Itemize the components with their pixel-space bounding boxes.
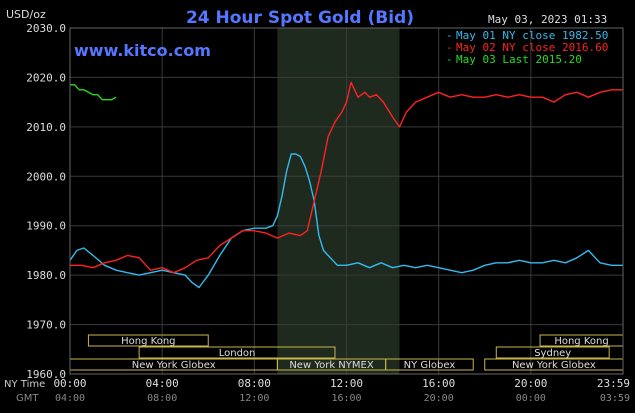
- legend-marker-may03: -: [446, 53, 453, 66]
- session-label: Hong Kong: [554, 336, 608, 347]
- y-tick-label: 1970.0: [26, 319, 66, 332]
- legend-marker-may02: -: [446, 41, 453, 54]
- session-label: New York Globex: [512, 360, 596, 371]
- session-label: London: [219, 348, 256, 359]
- x-tick-label: 20:00: [424, 393, 454, 404]
- chart-title: 24 Hour Spot Gold (Bid): [186, 8, 414, 28]
- legend-entry-may03: May 03 Last 2015.20: [456, 53, 582, 66]
- x-tick-label: 08:00: [238, 377, 271, 390]
- series-lines: [69, 81, 623, 289]
- nymex-session-shade: [277, 28, 400, 374]
- x-tick-label: 08:00: [147, 393, 177, 404]
- watermark-text: www.kitco.com: [74, 41, 211, 60]
- y-tick-label: 1980.0: [26, 269, 66, 282]
- y-tick-label: 1990.0: [26, 220, 66, 233]
- y-tick-label: 2020.0: [26, 71, 66, 84]
- session-label: Hong Kong: [121, 336, 175, 347]
- session-bar: [87, 334, 209, 347]
- y-tick-label: 2030.0: [26, 22, 66, 35]
- y-axis: 2030.0 2020.0 2010.0 2000.0 1990.0 1980.0 1970…: [26, 22, 66, 381]
- legend-entry-may02: May 02 NY close 2016.60: [456, 41, 608, 54]
- gmt-row-label: GMT: [16, 393, 39, 404]
- legend: - May 01 NY close 1982.50 - May 02 NY cl…: [446, 29, 608, 66]
- y-tick-label: 2000.0: [26, 170, 66, 183]
- x-tick-label: 04:00: [146, 377, 179, 390]
- legend-marker-may01: -: [446, 29, 453, 42]
- ny-time-row-label: NY Time: [4, 379, 45, 390]
- x-tick-label: 04:00: [55, 393, 85, 404]
- x-tick-label: 12:00: [239, 393, 269, 404]
- y-tick-label: 1960.0: [26, 368, 66, 381]
- series-line-may-03: [70, 84, 117, 101]
- x-tick-label: 16:00: [422, 377, 455, 390]
- x-tick-label: 20:00: [514, 377, 547, 390]
- session-bar: [385, 358, 474, 371]
- session-bar: [495, 346, 610, 359]
- session-label: NY Globex: [404, 360, 456, 371]
- x-tick-label: 12:00: [330, 377, 363, 390]
- x-tick-label: 00:00: [516, 393, 546, 404]
- plot-border: [69, 27, 624, 375]
- x-tick-label: 00:00: [53, 377, 86, 390]
- x-tick-label: 23:59: [597, 377, 630, 390]
- legend-entry-may01: May 01 NY close 1982.50: [456, 29, 608, 42]
- y-tick-label: 2010.0: [26, 121, 66, 134]
- session-bar: [138, 346, 336, 359]
- date-stamp: May 03, 2023 01:33: [488, 13, 607, 26]
- series-line-may-02: [70, 81, 623, 274]
- y-axis-unit-label: USD/oz: [6, 8, 46, 21]
- session-label: Sydney: [534, 348, 571, 359]
- x-tick-label: 03:59: [600, 393, 630, 404]
- session-label: New York NYMEX: [289, 360, 374, 371]
- x-tick-label: 16:00: [331, 393, 361, 404]
- x-axis: 00:00 04:00 08:00 12:00 16:00 20:00 23:59 04:00…: [53, 377, 630, 404]
- session-label: New York Globex: [132, 360, 216, 371]
